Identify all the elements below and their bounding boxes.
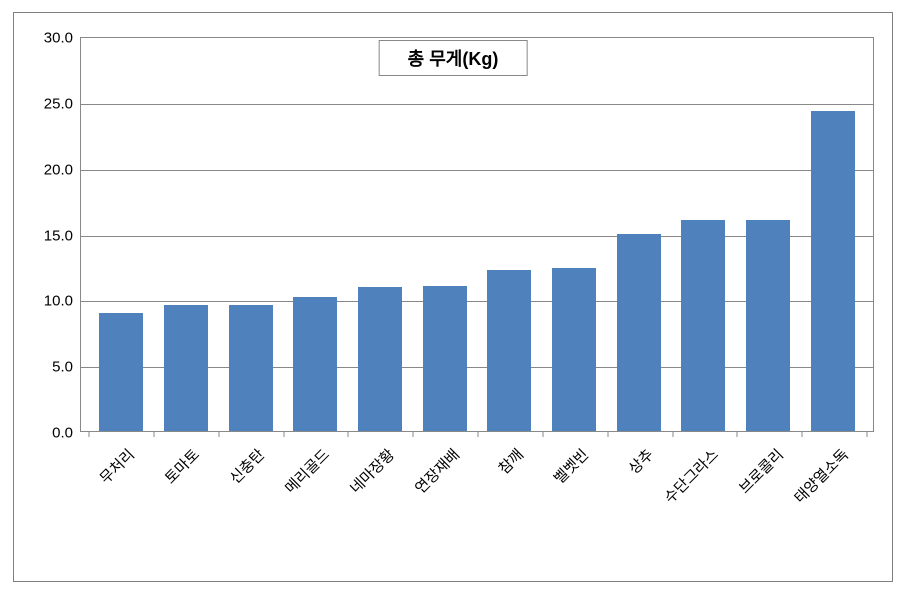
bar bbox=[617, 234, 661, 432]
x-tick bbox=[737, 431, 738, 437]
x-tick bbox=[542, 431, 543, 437]
bar-slot bbox=[348, 38, 413, 431]
x-tick-label: 브로콜리 bbox=[734, 444, 788, 498]
x-tick-label: 수단그라스 bbox=[659, 444, 723, 508]
bar-slot bbox=[89, 38, 154, 431]
bar-slot bbox=[218, 38, 283, 431]
x-tick bbox=[867, 431, 868, 437]
y-tick-label: 20.0 bbox=[44, 161, 73, 178]
bar-slot bbox=[412, 38, 477, 431]
x-tick-label: 무처리 bbox=[95, 444, 139, 488]
bar-slot bbox=[477, 38, 542, 431]
bar-slot bbox=[800, 38, 865, 431]
x-tick-label: 상추 bbox=[624, 444, 658, 478]
x-tick bbox=[89, 431, 90, 437]
x-tick-label: 태양열소독 bbox=[789, 444, 853, 508]
bar bbox=[99, 313, 143, 432]
y-tick-label: 30.0 bbox=[44, 30, 73, 47]
bar bbox=[423, 286, 467, 431]
x-tick bbox=[607, 431, 608, 437]
x-tick-label: 토마토 bbox=[160, 444, 204, 488]
bar-slot bbox=[671, 38, 736, 431]
x-tick bbox=[283, 431, 284, 437]
x-tick-label: 네마장황 bbox=[345, 444, 399, 498]
x-tick bbox=[413, 431, 414, 437]
bar-slot bbox=[736, 38, 801, 431]
bars-group bbox=[81, 38, 873, 431]
bar bbox=[229, 305, 273, 431]
chart-outer-frame: 0.05.010.015.020.025.030.0 총 무게(Kg) 무처리토… bbox=[13, 12, 893, 582]
chart-title: 총 무게(Kg) bbox=[379, 40, 528, 76]
y-tick-label: 5.0 bbox=[52, 359, 73, 376]
bar bbox=[681, 220, 725, 431]
x-tick bbox=[672, 431, 673, 437]
x-tick bbox=[348, 431, 349, 437]
bar bbox=[811, 111, 855, 431]
bar bbox=[487, 270, 531, 431]
bar bbox=[164, 305, 208, 431]
y-tick-label: 10.0 bbox=[44, 293, 73, 310]
plot-area: 0.05.010.015.020.025.030.0 bbox=[80, 37, 874, 432]
x-tick bbox=[478, 431, 479, 437]
x-tick-label: 벨벳빈 bbox=[549, 444, 593, 488]
bar-slot bbox=[154, 38, 219, 431]
x-tick bbox=[153, 431, 154, 437]
bar-slot bbox=[542, 38, 607, 431]
bar bbox=[358, 287, 402, 431]
y-tick-label: 0.0 bbox=[52, 425, 73, 442]
bar-slot bbox=[606, 38, 671, 431]
bar-slot bbox=[283, 38, 348, 431]
x-tick bbox=[218, 431, 219, 437]
y-tick-label: 15.0 bbox=[44, 227, 73, 244]
x-tick-label: 참깨 bbox=[494, 444, 528, 478]
x-tick-label: 신충탄 bbox=[225, 444, 269, 488]
chart-container: 0.05.010.015.020.025.030.0 총 무게(Kg) 무처리토… bbox=[18, 17, 888, 577]
bar bbox=[293, 297, 337, 431]
bar bbox=[746, 220, 790, 431]
x-tick-label: 메리골드 bbox=[280, 444, 334, 498]
x-tick bbox=[802, 431, 803, 437]
x-tick-label: 연장재배 bbox=[410, 444, 464, 498]
bar bbox=[552, 268, 596, 431]
y-tick-label: 25.0 bbox=[44, 95, 73, 112]
